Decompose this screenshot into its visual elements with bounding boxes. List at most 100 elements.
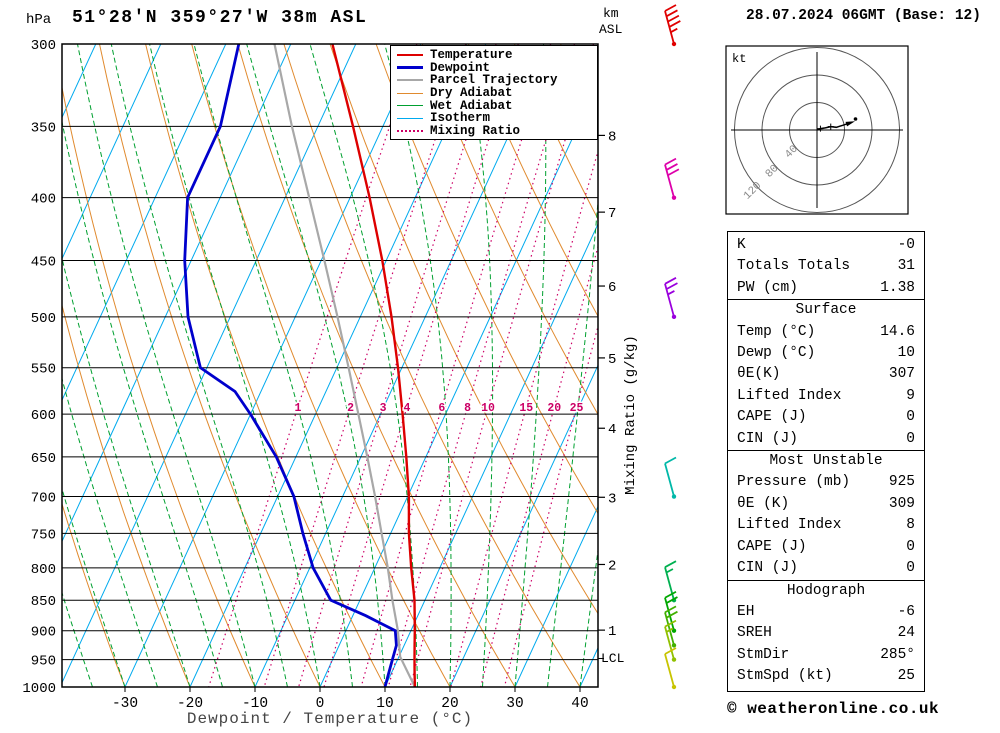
wind-barb	[664, 4, 681, 47]
mixing-ratio-line	[208, 44, 418, 687]
chart-frame	[61, 43, 599, 688]
legend-item: Dewpoint	[397, 60, 597, 75]
wind-barb	[664, 277, 678, 320]
legend-line-swatch	[397, 117, 423, 119]
mixing-ratio-label: 4	[403, 402, 410, 415]
hodograph-trace-arrow	[845, 121, 856, 127]
mixing-ratio-line	[503, 324, 598, 687]
legend-label: Parcel Trajectory	[430, 73, 558, 88]
dry-adiabat	[375, 44, 598, 515]
mixing-ratio-line	[409, 44, 595, 687]
table-row: Temp (°C) 14.6	[728, 322, 924, 343]
legend-line-swatch	[397, 54, 423, 57]
pressure-tick-label: 750	[31, 527, 56, 543]
table-row: θE(K) 307	[728, 364, 924, 385]
hodograph-dot	[853, 117, 858, 121]
table-row-value: 0	[906, 430, 915, 447]
table-row-label: Temp (°C)	[737, 323, 816, 340]
table-row-value: 10	[897, 345, 915, 362]
table-row: K -0	[728, 235, 924, 256]
table-row-label: Lifted Index	[737, 517, 842, 534]
wind-barbs	[664, 4, 681, 690]
km-tick-label: 5	[608, 352, 616, 368]
wet-adiabat	[110, 44, 288, 687]
pressure-tick-label: 1000	[22, 681, 56, 697]
isotherm-line	[62, 44, 162, 260]
table-row: CIN (J) 0	[728, 429, 924, 450]
table-row-label: Dewp (°C)	[737, 345, 816, 362]
table-row-label: EH	[737, 603, 755, 620]
dry-adiabat	[62, 85, 256, 687]
mixing-ratio-label: 25	[570, 402, 584, 415]
table-row-value: 0	[906, 538, 915, 555]
table-row-label: StmDir	[737, 646, 790, 663]
isotherm-line	[62, 44, 292, 543]
pressure-tick-label: 650	[31, 451, 56, 467]
table-row: θE (K) 309	[728, 494, 924, 515]
table-row-value: 925	[888, 474, 915, 491]
wind-barb	[664, 560, 677, 603]
legend-label: Dry Adiabat	[430, 86, 513, 101]
parcel-trajectory-curve	[273, 44, 416, 687]
pressure-tick-label: 900	[31, 625, 56, 641]
mixing-ratio-label: 3	[380, 402, 387, 415]
legend-label: Temperature	[430, 48, 513, 63]
mixing-ratio-label: 1	[295, 402, 302, 415]
km-tick-label: 1	[608, 624, 616, 640]
table-row-label: θE(K)	[737, 366, 781, 383]
mixing-ratio-label: 8	[464, 402, 471, 415]
table-row-value: 0	[906, 560, 915, 577]
mixing-ratio-labels: 1 2 3 4 6 8 10 15 20 25	[293, 401, 585, 417]
legend-item: Mixing Ratio	[397, 124, 597, 138]
km-tick-label: 4	[608, 422, 616, 438]
run-datetime: 28.07.2024 06GMT (Base: 12)	[746, 8, 981, 24]
pressure-tick-labels: 300 350 400 450 500 550 600 650 700 750 800 850 900 9…	[22, 38, 56, 697]
table-row: CAPE (J) 0	[728, 537, 924, 558]
mixing-ratio-label: 20	[547, 402, 561, 415]
sounding-profiles	[183, 44, 417, 687]
lcl-marker-label: LCL	[601, 651, 625, 666]
legend-label: Dewpoint	[430, 60, 491, 75]
mixing-ratio-label: 10	[481, 402, 495, 415]
pressure-tick-label: 400	[31, 192, 56, 208]
table-section-header: Surface	[795, 302, 857, 319]
table-row-label: Lifted Index	[737, 387, 842, 404]
temp-tick-label: -20	[177, 696, 203, 712]
isotherm-line	[384, 222, 598, 687]
legend-line-swatch	[397, 92, 423, 94]
isotherm-line	[319, 81, 598, 687]
table-row-label: CAPE (J)	[737, 409, 807, 426]
wet-adiabat	[547, 196, 598, 687]
stats-table: K -0 Totals Totals 31 PW (cm) 1.38 Surface Temp…	[727, 231, 925, 692]
legend-label: Isotherm	[430, 111, 491, 126]
legend-item: Dry Adiabat	[397, 86, 597, 101]
table-row: PW (cm) 1.38	[728, 278, 924, 299]
table-row: CAPE (J) 0	[728, 407, 924, 428]
legend-line-swatch	[397, 66, 423, 70]
isotherm-lines	[62, 44, 598, 687]
mixing-ratio-label: 2	[347, 402, 354, 415]
wet-adiabat	[0, 44, 28, 687]
km-tick-label: 6	[608, 280, 616, 296]
table-section-header: Hodograph	[786, 582, 866, 599]
table-divider	[728, 450, 924, 452]
table-row-label: CIN (J)	[737, 430, 798, 447]
table-divider	[728, 579, 924, 581]
wet-adiabat	[62, 376, 158, 687]
dewpoint-curve	[183, 44, 398, 687]
table-row-label: CAPE (J)	[737, 538, 807, 555]
pressure-tick-label: 800	[31, 562, 56, 578]
km-tick-label: 2	[608, 558, 616, 574]
table-row: StmDir 285°	[728, 645, 924, 666]
copyright-link[interactable]: © weatheronline.co.uk	[727, 700, 940, 718]
wet-adiabat	[384, 44, 452, 687]
pressure-tick-label: 450	[31, 255, 56, 271]
table-row-value: 8	[906, 517, 915, 534]
legend-item: Wet Adiabat	[397, 99, 597, 113]
table-row: SREH 24	[728, 623, 924, 644]
table-row-label: SREH	[737, 625, 772, 642]
temp-tick-label: -30	[112, 696, 138, 712]
legend-line-swatch	[397, 129, 423, 132]
legend-item: Temperature	[397, 48, 597, 63]
